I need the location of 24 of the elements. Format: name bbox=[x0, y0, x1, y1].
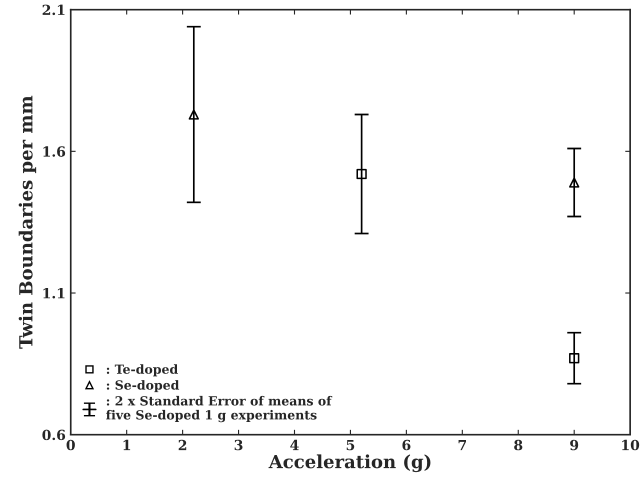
point bbox=[188, 109, 199, 120]
x-tick-label: 0 bbox=[66, 440, 75, 450]
point bbox=[569, 177, 580, 188]
x-tick-label: 8 bbox=[514, 440, 522, 450]
x-tick-label: 5 bbox=[346, 440, 354, 450]
annotation: : 2 x Standard Error of means of five Se-doped 1 g experiments bbox=[106, 396, 332, 422]
y-tick-label: 1.1 bbox=[43, 288, 64, 298]
x-tick-label: 4 bbox=[290, 440, 299, 450]
y-tick-label: 2.1 bbox=[42, 4, 64, 16]
y-tick-label: 0.6 bbox=[42, 430, 66, 440]
legend-label: : Se-doped bbox=[106, 380, 180, 392]
x-tick-label: 1 bbox=[124, 440, 130, 450]
y-tick-label: 1.6 bbox=[43, 146, 66, 157]
point bbox=[356, 168, 367, 180]
x-tick-label: 10 bbox=[622, 440, 640, 450]
x-tick-label: 2 bbox=[178, 440, 186, 450]
x-tick-label: 9 bbox=[570, 440, 578, 450]
y-axis-title: Twin Boundaries per mm bbox=[18, 96, 36, 349]
point bbox=[569, 353, 580, 364]
legend-label: : Te-doped bbox=[106, 364, 178, 376]
x-tick-label: 7 bbox=[458, 440, 466, 450]
x-tick-label: 6 bbox=[402, 440, 410, 450]
x-axis-title: Acceleration (g) bbox=[268, 454, 430, 472]
x-tick-label: 3 bbox=[234, 440, 242, 450]
